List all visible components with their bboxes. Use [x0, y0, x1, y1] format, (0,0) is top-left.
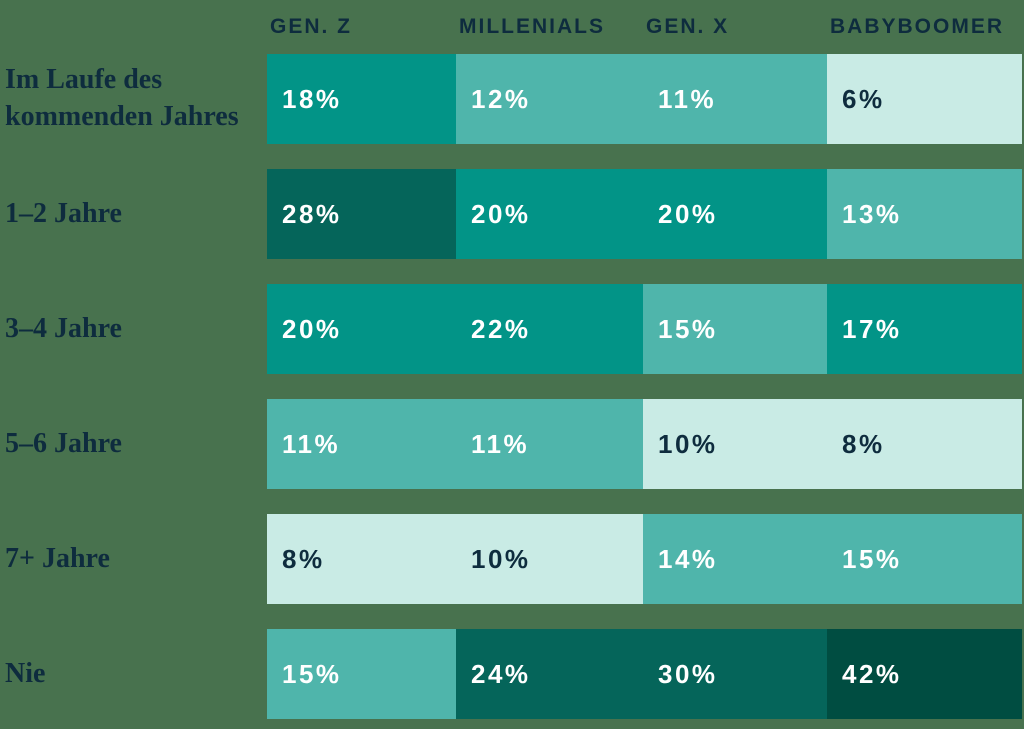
cell-value: 10%	[471, 543, 531, 574]
row-label: Im Laufe des kommenden Jahres	[5, 64, 239, 132]
chart-row: 3–4 Jahre 20% 22% 15% 17%	[0, 284, 1022, 374]
row-label: 1–2 Jahre	[5, 197, 122, 229]
cell-value: 18%	[282, 83, 342, 114]
cell-value: 28%	[282, 198, 342, 229]
heatmap-cell: 8%	[827, 399, 1022, 489]
cell-value: 22%	[471, 313, 531, 344]
heatmap-cell: 24%	[456, 629, 643, 719]
chart-row: Im Laufe des kommenden Jahres 18% 12% 11…	[0, 54, 1022, 144]
cell-value: 15%	[282, 658, 342, 689]
cell-value: 42%	[842, 658, 902, 689]
heatmap-cell: 11%	[456, 399, 643, 489]
chart-row: Nie 15% 24% 30% 42%	[0, 629, 1022, 719]
column-header-row: GEN. Z MILLENIALS GEN. X BABYBOOMER	[0, 0, 1022, 54]
cell-value: 30%	[658, 658, 718, 689]
cell-value: 6%	[842, 83, 885, 114]
heatmap-cell: 28%	[267, 169, 456, 259]
column-header-gen-x: GEN. X	[646, 15, 730, 38]
cell-value: 20%	[282, 313, 342, 344]
cell-value: 11%	[282, 428, 341, 459]
heatmap-cell: 42%	[827, 629, 1022, 719]
heatmap-cell: 11%	[267, 399, 456, 489]
cell-value: 11%	[658, 83, 717, 114]
cell-value: 13%	[842, 198, 902, 229]
heatmap-cell: 20%	[643, 169, 827, 259]
cell-value: 15%	[842, 543, 902, 574]
cell-value: 24%	[471, 658, 531, 689]
cell-value: 11%	[471, 428, 530, 459]
heatmap-cell: 15%	[267, 629, 456, 719]
chart-row: 1–2 Jahre 28% 20% 20% 13%	[0, 169, 1022, 259]
heatmap-cell: 12%	[456, 54, 643, 144]
column-header-millenials: MILLENIALS	[459, 15, 605, 38]
row-label: 5–6 Jahre	[5, 427, 122, 459]
heatmap-cell: 14%	[643, 514, 827, 604]
cell-value: 8%	[842, 428, 885, 459]
column-header-babyboomer: BABYBOOMER	[830, 15, 1005, 38]
cell-value: 8%	[282, 543, 325, 574]
heatmap-cell: 30%	[643, 629, 827, 719]
chart-row: 7+ Jahre 8% 10% 14% 15%	[0, 514, 1022, 604]
row-label: Nie	[5, 657, 46, 689]
cell-value: 10%	[658, 428, 718, 459]
heatmap-cell: 18%	[267, 54, 456, 144]
heatmap-cell: 10%	[643, 399, 827, 489]
column-header-gen-z: GEN. Z	[270, 15, 353, 38]
heatmap-cell: 13%	[827, 169, 1022, 259]
heatmap-cell: 10%	[456, 514, 643, 604]
chart-row: 5–6 Jahre 11% 11% 10% 8%	[0, 399, 1022, 489]
heatmap-cell: 6%	[827, 54, 1022, 144]
cell-value: 20%	[658, 198, 718, 229]
cell-value: 12%	[471, 83, 531, 114]
row-label: 3–4 Jahre	[5, 312, 122, 344]
cell-value: 15%	[658, 313, 718, 344]
cell-value: 17%	[842, 313, 902, 344]
heatmap-cell: 20%	[456, 169, 643, 259]
heatmap-cell: 20%	[267, 284, 456, 374]
heatmap-cell: 11%	[643, 54, 827, 144]
cell-value: 20%	[471, 198, 531, 229]
row-label: 7+ Jahre	[5, 542, 110, 574]
heatmap-cell: 17%	[827, 284, 1022, 374]
heatmap-cell: 15%	[827, 514, 1022, 604]
heatmap-cell: 15%	[643, 284, 827, 374]
heatmap-cell: 8%	[267, 514, 456, 604]
heatmap-cell: 22%	[456, 284, 643, 374]
cell-value: 14%	[658, 543, 718, 574]
